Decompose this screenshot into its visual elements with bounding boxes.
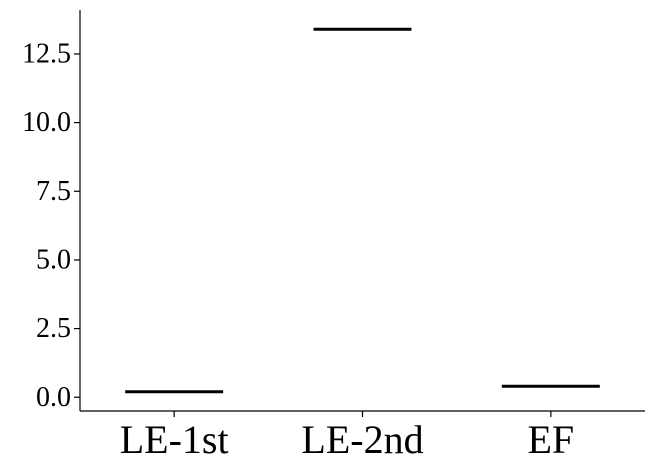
x-tick-label: LE-1st — [120, 417, 229, 462]
y-tick-label: 7.5 — [36, 176, 71, 207]
y-tick-label: 12.5 — [22, 38, 71, 69]
y-tick-label: 0.0 — [36, 382, 71, 413]
x-tick-label: EF — [527, 417, 574, 462]
y-tick-label: 2.5 — [36, 313, 71, 344]
y-tick-label: 5.0 — [36, 244, 71, 275]
y-axis-ticks: 0.0 2.5 5.0 7.5 10.0 12.5 — [22, 38, 80, 413]
x-axis-ticks: LE-1st LE-2nd EF — [120, 411, 574, 462]
y-tick-label: 10.0 — [22, 107, 71, 138]
data-marks — [125, 27, 600, 394]
x-tick-label: LE-2nd — [301, 417, 423, 462]
